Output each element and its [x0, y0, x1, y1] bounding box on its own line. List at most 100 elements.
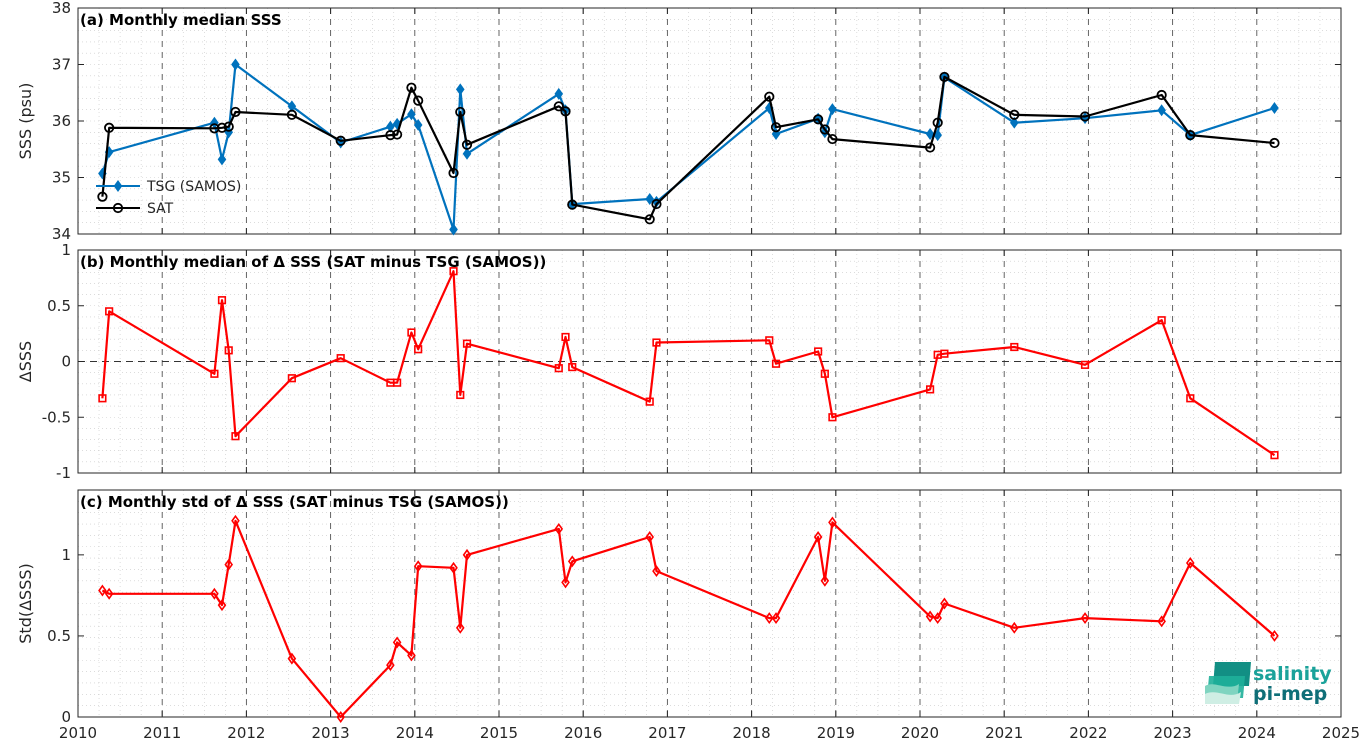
data-point — [554, 87, 564, 100]
series-delta-0 — [98, 514, 1279, 723]
data-point — [1157, 615, 1166, 628]
data-point — [97, 191, 108, 202]
data-point — [554, 522, 564, 535]
y-axis-label: ΔSSS — [16, 341, 35, 382]
data-point — [287, 652, 297, 665]
panel-b: -1 -0.5 0 0.5 1 ΔSSS (b) Monthly median of Δ S… — [16, 241, 1342, 482]
data-point — [819, 124, 830, 135]
data-point — [287, 374, 296, 383]
data-point — [230, 106, 241, 118]
data-point — [1270, 451, 1279, 460]
y-axis-label: SSS (psu) — [16, 83, 35, 160]
data-point — [449, 561, 458, 574]
data-point — [210, 587, 219, 600]
data-point — [462, 339, 472, 348]
data-point — [764, 91, 775, 102]
data-point — [448, 167, 459, 179]
data-point — [231, 58, 240, 71]
x-tick-label: 2024 — [1238, 724, 1276, 742]
data-point — [1080, 360, 1090, 369]
data-point — [554, 364, 563, 373]
y-axis-label: Std(ΔSSS) — [16, 563, 35, 643]
data-point — [820, 369, 829, 378]
data-point — [449, 267, 458, 276]
y-tick-label: 37 — [52, 56, 71, 74]
data-point — [567, 555, 577, 568]
data-point — [407, 328, 416, 337]
x-tick-label: 2010 — [59, 724, 97, 742]
data-point — [1010, 621, 1019, 634]
data-point — [567, 199, 578, 210]
data-point — [561, 576, 570, 589]
data-point — [462, 147, 472, 160]
data-point — [1010, 342, 1019, 352]
y-tick-label: 0 — [61, 353, 71, 371]
series-delta-0 — [98, 267, 1279, 460]
data-point — [1079, 111, 1091, 122]
data-point — [392, 636, 402, 649]
data-point — [925, 142, 936, 153]
data-point — [98, 394, 107, 403]
data-point — [652, 338, 661, 347]
data-point — [1186, 394, 1195, 403]
panel-c: 0 0.5 1 Std(ΔSSS) (c) Monthly std of Δ SSS (… — [16, 489, 1360, 742]
y-tick-label: 0.5 — [47, 627, 71, 645]
x-tick-label: 2011 — [143, 724, 181, 742]
x-tick-label: 2015 — [480, 724, 518, 742]
data-point — [406, 82, 417, 93]
data-point — [827, 133, 838, 145]
data-point — [456, 390, 465, 400]
data-point — [820, 574, 830, 587]
legend-label: TSG (SAMOS) — [146, 179, 241, 195]
data-point — [1009, 109, 1020, 120]
data-point — [1185, 130, 1196, 141]
data-point — [933, 612, 942, 625]
data-point — [939, 71, 950, 83]
data-point — [645, 397, 654, 406]
data-point — [813, 114, 824, 125]
legend: TSG (SAMOS) SAT — [96, 179, 241, 217]
x-tick-label: 2020 — [901, 724, 939, 742]
series-sat — [97, 71, 1280, 225]
axes-frame — [77, 489, 1342, 718]
y-tick-label: 1 — [61, 546, 71, 564]
logo-text-salinity: salinity — [1253, 663, 1332, 685]
data-point — [925, 610, 935, 623]
data-point — [217, 296, 227, 305]
data-point — [224, 346, 233, 355]
data-point — [1156, 89, 1167, 101]
data-point — [568, 362, 577, 372]
data-point — [645, 531, 655, 543]
legend-label: SAT — [147, 201, 174, 217]
data-point — [336, 354, 345, 363]
x-tick-label: 2012 — [227, 724, 265, 742]
data-point — [413, 118, 423, 131]
data-point — [455, 83, 465, 96]
data-point — [385, 130, 396, 141]
data-point — [1157, 104, 1166, 117]
x-tick-label: 2019 — [817, 724, 855, 742]
data-point — [828, 413, 837, 422]
data-point — [813, 531, 823, 543]
data-point — [561, 332, 570, 342]
data-point — [413, 560, 423, 573]
series-line — [101, 519, 1276, 719]
data-point — [1010, 116, 1019, 129]
data-point — [652, 565, 661, 578]
data-point — [771, 359, 781, 368]
series-line — [101, 270, 1276, 457]
data-point — [336, 711, 346, 723]
series-line — [101, 75, 1275, 221]
logo-text-pimep: pi-mep — [1253, 683, 1327, 705]
data-point — [651, 198, 662, 210]
x-tick-label: 2021 — [985, 724, 1023, 742]
data-point — [644, 214, 655, 225]
data-point — [926, 385, 935, 394]
data-point — [645, 193, 655, 205]
y-tick-label: -1 — [56, 464, 71, 482]
panel-title: (a) Monthly median SSS — [80, 11, 282, 29]
y-tick-label: -0.5 — [42, 408, 71, 426]
data-point — [455, 621, 465, 634]
y-tick-label: 38 — [52, 0, 71, 17]
